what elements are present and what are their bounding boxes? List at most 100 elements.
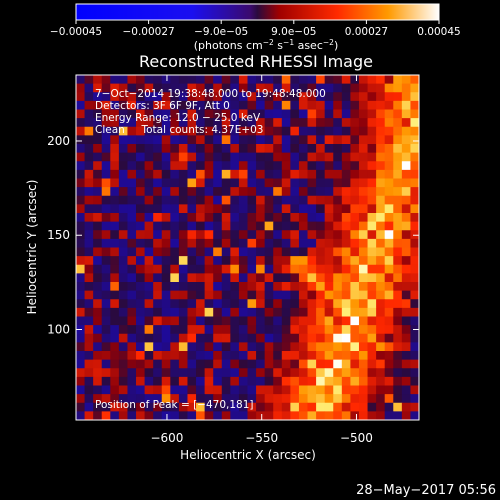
heatmap-cell — [178, 83, 188, 93]
heatmap-cell — [136, 282, 145, 292]
heatmap-cell — [247, 247, 257, 257]
x-tick-label: −500 — [340, 431, 373, 445]
heatmap-cell — [110, 169, 120, 179]
heatmap-cell — [93, 221, 103, 231]
heatmap-cell — [136, 230, 145, 240]
heatmap-cell — [264, 273, 274, 283]
heatmap-cell — [316, 385, 326, 395]
heatmap-cell — [247, 126, 257, 136]
heatmap-cell — [230, 230, 240, 240]
heatmap-cell — [324, 83, 334, 93]
heatmap-cell — [204, 394, 214, 404]
heatmap-cell — [358, 307, 368, 317]
heatmap-cell — [256, 75, 266, 85]
heatmap-cell — [187, 411, 197, 421]
heatmap-cell — [204, 144, 214, 154]
heatmap-cell — [238, 187, 248, 197]
heatmap-cell — [84, 213, 94, 223]
heatmap-cell — [238, 333, 248, 343]
heatmap-cell — [401, 238, 411, 248]
heatmap-cell — [273, 83, 283, 93]
heatmap-cell — [110, 402, 120, 412]
heatmap-cell — [110, 75, 120, 85]
heatmap-cell — [84, 118, 94, 128]
heatmap-cell — [401, 187, 411, 197]
heatmap-cell — [247, 135, 257, 145]
heatmap-cell — [367, 307, 377, 317]
heatmap-cell — [144, 394, 154, 404]
heatmap-cell — [333, 376, 343, 386]
heatmap-cell — [376, 100, 386, 110]
heatmap-cell — [333, 135, 343, 145]
heatmap-cell — [333, 204, 343, 214]
heatmap-cell — [161, 282, 171, 292]
heatmap-cell — [376, 368, 386, 378]
heatmap-cell — [127, 109, 137, 119]
heatmap-cell — [136, 368, 145, 378]
heatmap-cell — [281, 92, 291, 102]
heatmap-cell — [401, 368, 411, 378]
heatmap-cell — [298, 83, 308, 93]
heatmap-cell — [401, 195, 411, 205]
heatmap-cell — [204, 195, 214, 205]
heatmap-cell — [76, 256, 85, 266]
heatmap-cell — [307, 195, 317, 205]
heatmap-cell — [358, 195, 368, 205]
heatmap-cell — [178, 402, 188, 412]
heatmap-cell — [118, 256, 128, 266]
heatmap-cell — [144, 75, 154, 85]
heatmap-cell — [196, 342, 206, 352]
heatmap-cell — [101, 118, 111, 128]
heatmap-cell — [204, 299, 214, 309]
heatmap-cell — [256, 376, 266, 386]
heatmap-cell — [187, 264, 197, 274]
heatmap-cell — [187, 118, 197, 128]
heatmap-cell — [307, 152, 317, 162]
heatmap-cell — [230, 342, 240, 352]
heatmap-cell — [84, 264, 94, 274]
heatmap-cell — [221, 351, 231, 361]
heatmap-cell — [298, 402, 308, 412]
heatmap-cell — [281, 316, 291, 326]
heatmap-cell — [101, 307, 111, 317]
heatmap-cell — [213, 92, 223, 102]
heatmap-cell — [144, 264, 154, 274]
heatmap-cell — [316, 299, 326, 309]
heatmap-cell — [118, 342, 128, 352]
heatmap-cell — [316, 282, 326, 292]
heatmap-cell — [76, 195, 85, 205]
heatmap-cell — [341, 238, 351, 248]
heatmap-cell — [187, 152, 197, 162]
heatmap-cell — [170, 213, 180, 223]
heatmap-cell — [118, 316, 128, 326]
heatmap-cell — [76, 290, 85, 300]
heatmap-cell — [213, 411, 223, 421]
heatmap-cell — [204, 290, 214, 300]
heatmap-cell — [136, 178, 145, 188]
heatmap-cell — [153, 368, 163, 378]
heatmap-cell — [401, 144, 411, 154]
heatmap-cell — [341, 342, 351, 352]
heatmap-cell — [161, 299, 171, 309]
heatmap-cell — [230, 411, 240, 421]
heatmap-cell — [341, 264, 351, 274]
heatmap-cell — [401, 299, 411, 309]
heatmap-cell — [376, 221, 386, 231]
heatmap-cell — [401, 256, 411, 266]
heatmap-cell — [204, 213, 214, 223]
heatmap-cell — [307, 402, 317, 412]
chart-title: Reconstructed RHESSI Image — [139, 52, 373, 71]
heatmap-cell — [204, 109, 214, 119]
heatmap-cell — [410, 118, 420, 128]
heatmap-cell — [350, 221, 360, 231]
heatmap-cells — [76, 75, 420, 421]
heatmap-cell — [213, 204, 223, 214]
heatmap-cell — [298, 238, 308, 248]
heatmap-cell — [256, 213, 266, 223]
heatmap-cell — [290, 187, 300, 197]
heatmap-cell — [93, 299, 103, 309]
heatmap-cell — [410, 109, 420, 119]
heatmap-cell — [367, 144, 377, 154]
heatmap-cell — [84, 195, 94, 205]
heatmap-cell — [178, 213, 188, 223]
